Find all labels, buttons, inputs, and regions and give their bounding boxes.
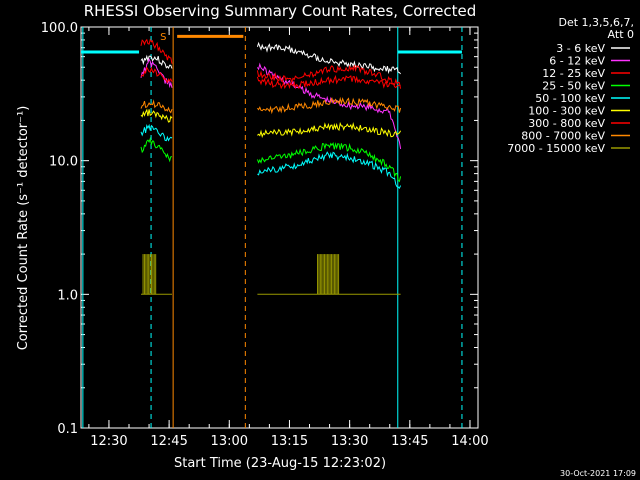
series-line: [256, 64, 402, 89]
series-line: [140, 136, 173, 163]
legend-label-0: 3 - 6 keV: [556, 42, 605, 55]
marker-label-0: S: [160, 32, 166, 43]
y-tick-label-0: 100.0: [41, 21, 78, 36]
legend-label-2: 12 - 25 keV: [542, 67, 605, 80]
x-tick-label-0: 12:30: [90, 434, 127, 449]
x-tick-label-1: 12:45: [150, 434, 187, 449]
x-tick-label-6: 14:00: [451, 434, 488, 449]
series-line: [257, 121, 402, 139]
x-tick-label-5: 13:45: [391, 434, 428, 449]
series-line: [257, 96, 402, 115]
legend-label-3: 25 - 50 keV: [542, 80, 605, 93]
legend-label-8: 7000 - 15000 keV: [507, 142, 605, 155]
series-line: [256, 74, 401, 90]
x-tick-label-3: 13:15: [271, 434, 308, 449]
legend-label-7: 800 - 7000 keV: [521, 130, 605, 143]
legend-label-5: 100 - 300 keV: [528, 105, 605, 118]
series-line: [140, 99, 173, 114]
y-axis-label: Corrected Count Rate (s⁻¹ detector⁻¹): [16, 106, 31, 351]
x-tick-label-4: 13:30: [331, 434, 368, 449]
series-line: [140, 108, 173, 123]
series-line: [140, 38, 173, 64]
series-line: [256, 62, 402, 149]
footer-date: 30-Oct-2021 17:09: [560, 469, 636, 478]
series-line: [140, 123, 173, 142]
series-line: [140, 54, 173, 70]
x-tick-label-2: 13:00: [211, 434, 248, 449]
series-line: [140, 66, 173, 84]
plot-frame: [80, 26, 479, 429]
legend-header-line-2: Att 0: [608, 28, 634, 41]
y-tick-label-1: 10.0: [49, 155, 78, 170]
chart-title: RHESSI Observing Summary Count Rates, Co…: [84, 2, 477, 20]
series-line: [257, 151, 402, 190]
series-line: [256, 141, 402, 183]
y-tick-label-2: 1.0: [57, 288, 78, 303]
x-axis-label: Start Time (23-Aug-15 12:23:02): [174, 456, 386, 471]
legend-header-line-1: Det 1,3,5,6,7,: [558, 16, 634, 29]
series-line: [256, 41, 401, 75]
legend-label-6: 300 - 800 keV: [528, 117, 605, 130]
legend-label-4: 50 - 100 keV: [535, 92, 605, 105]
y-tick-label-3: 0.1: [57, 422, 78, 437]
legend-label-1: 6 - 12 keV: [549, 55, 605, 68]
